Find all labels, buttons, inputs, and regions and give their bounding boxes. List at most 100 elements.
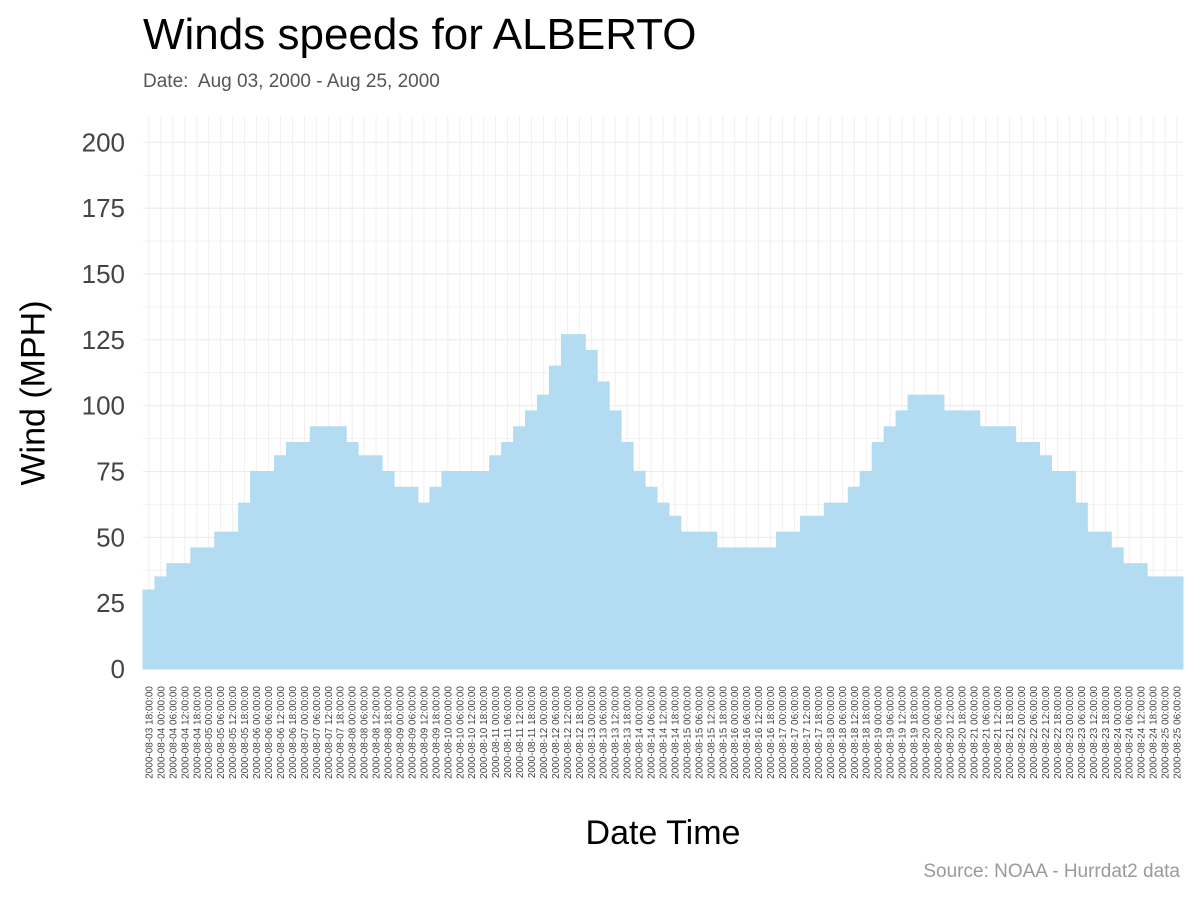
x-tick-label: 2000-08-23 06:00:00 [1077, 686, 1088, 779]
y-tick-label: 25 [96, 588, 125, 618]
x-tick-label: 2000-08-06 06:00:00 [264, 686, 275, 779]
x-tick-label: 2000-08-18 06:00:00 [838, 686, 849, 779]
x-tick-label: 2000-08-21 12:00:00 [993, 686, 1004, 779]
x-tick-label: 2000-08-16 18:00:00 [766, 686, 777, 779]
x-tick-label: 2000-08-11 18:00:00 [527, 686, 538, 779]
x-tick-label: 2000-08-23 18:00:00 [1101, 686, 1112, 779]
x-tick-label: 2000-08-17 18:00:00 [814, 686, 825, 779]
x-tick-label: 2000-08-08 00:00:00 [348, 686, 359, 779]
x-tick-label: 2000-08-04 12:00:00 [180, 686, 191, 779]
x-tick-label: 2000-08-22 18:00:00 [1053, 686, 1064, 779]
x-axis-label: Date Time [585, 814, 741, 852]
x-tick-label: 2000-08-13 00:00:00 [587, 686, 598, 779]
x-tick-label: 2000-08-03 18:00:00 [144, 686, 155, 779]
x-tick-label: 2000-08-20 00:00:00 [921, 686, 932, 779]
x-tick-label: 2000-08-24 18:00:00 [1149, 686, 1160, 779]
x-tick-label: 2000-08-15 12:00:00 [706, 686, 717, 779]
x-tick-label: 2000-08-08 06:00:00 [360, 686, 371, 779]
x-tick-label: 2000-08-04 00:00:00 [156, 686, 167, 779]
x-tick-label: 2000-08-17 00:00:00 [778, 686, 789, 779]
x-tick-label: 2000-08-21 06:00:00 [981, 686, 992, 779]
y-axis-label: Wind (MPH) [14, 300, 53, 486]
x-tick-label: 2000-08-14 12:00:00 [659, 686, 670, 779]
x-tick-label: 2000-08-10 06:00:00 [455, 686, 466, 779]
x-tick-label: 2000-08-21 18:00:00 [1005, 686, 1016, 779]
x-tick-label: 2000-08-17 12:00:00 [802, 686, 813, 779]
x-tick-label: 2000-08-14 06:00:00 [647, 686, 658, 779]
x-tick-label: 2000-08-10 00:00:00 [443, 686, 454, 779]
x-tick-label: 2000-08-18 00:00:00 [826, 686, 837, 779]
x-tick-label: 2000-08-19 18:00:00 [910, 686, 921, 779]
x-tick-label: 2000-08-15 18:00:00 [718, 686, 729, 779]
x-tick-label: 2000-08-22 06:00:00 [1029, 686, 1040, 779]
x-tick-label: 2000-08-22 12:00:00 [1041, 686, 1052, 779]
x-tick-label: 2000-08-05 06:00:00 [216, 686, 227, 779]
y-tick-label: 0 [111, 654, 125, 684]
x-tick-label: 2000-08-11 00:00:00 [491, 686, 502, 779]
x-tick-label: 2000-08-11 12:00:00 [515, 686, 526, 779]
x-tick-label: 2000-08-07 12:00:00 [324, 686, 335, 779]
x-tick-label: 2000-08-24 12:00:00 [1137, 686, 1148, 779]
wind-area-series [142, 334, 1184, 670]
x-tick-label: 2000-08-16 00:00:00 [730, 686, 741, 779]
x-tick-label: 2000-08-23 00:00:00 [1065, 686, 1076, 779]
x-tick-label: 2000-08-16 06:00:00 [742, 686, 753, 779]
source-caption: Source: NOAA - Hurrdat2 data [923, 861, 1180, 882]
x-tick-label: 2000-08-19 00:00:00 [874, 686, 885, 779]
x-tick-label: 2000-08-12 18:00:00 [575, 686, 586, 779]
x-tick-label: 2000-08-20 18:00:00 [957, 686, 968, 779]
y-tick-label: 175 [82, 193, 125, 223]
y-tick-label: 75 [96, 457, 125, 487]
x-tick-label: 2000-08-22 00:00:00 [1017, 686, 1028, 779]
x-tick-label: 2000-08-10 12:00:00 [467, 686, 478, 779]
x-axis-ticks: 2000-08-03 18:00:00 2000-08-04 00:00:00 20… [144, 686, 1183, 779]
x-tick-label: 2000-08-14 00:00:00 [635, 686, 646, 779]
x-tick-label: 2000-08-21 00:00:00 [969, 686, 980, 779]
x-tick-label: 2000-08-07 18:00:00 [336, 686, 347, 779]
y-tick-label: 200 [82, 127, 125, 157]
x-tick-label: 2000-08-04 18:00:00 [192, 686, 203, 779]
chart-title: Winds speeds for ALBERTO [143, 10, 697, 59]
x-tick-label: 2000-08-05 00:00:00 [204, 686, 215, 779]
x-tick-label: 2000-08-09 18:00:00 [431, 686, 442, 779]
x-tick-label: 2000-08-06 12:00:00 [276, 686, 287, 779]
x-tick-label: 2000-08-10 18:00:00 [479, 686, 490, 779]
x-tick-label: 2000-08-09 00:00:00 [396, 686, 407, 779]
x-tick-label: 2000-08-15 06:00:00 [694, 686, 705, 779]
x-tick-label: 2000-08-08 12:00:00 [372, 686, 383, 779]
chart-subtitle: Date: Aug 03, 2000 - Aug 25, 2000 [143, 71, 440, 92]
x-tick-label: 2000-08-06 18:00:00 [288, 686, 299, 779]
x-tick-label: 2000-08-13 06:00:00 [599, 686, 610, 779]
x-tick-label: 2000-08-23 12:00:00 [1089, 686, 1100, 779]
x-tick-label: 2000-08-09 06:00:00 [407, 686, 418, 779]
x-tick-label: 2000-08-19 12:00:00 [898, 686, 909, 779]
x-tick-label: 2000-08-24 06:00:00 [1125, 686, 1136, 779]
x-tick-label: 2000-08-25 00:00:00 [1161, 686, 1172, 779]
x-tick-label: 2000-08-05 12:00:00 [228, 686, 239, 779]
x-tick-label: 2000-08-12 00:00:00 [539, 686, 550, 779]
y-axis-ticks: 0 25 50 75 100 125 150 175 200 [82, 127, 125, 684]
x-tick-label: 2000-08-16 12:00:00 [754, 686, 765, 779]
x-tick-label: 2000-08-07 06:00:00 [312, 686, 323, 779]
x-tick-label: 2000-08-24 00:00:00 [1113, 686, 1124, 779]
x-tick-label: 2000-08-13 18:00:00 [623, 686, 634, 779]
x-tick-label: 2000-08-19 06:00:00 [886, 686, 897, 779]
x-tick-label: 2000-08-17 06:00:00 [790, 686, 801, 779]
x-tick-label: 2000-08-25 06:00:00 [1173, 686, 1184, 779]
x-tick-label: 2000-08-11 06:00:00 [503, 686, 514, 779]
x-tick-label: 2000-08-04 06:00:00 [168, 686, 179, 779]
y-tick-label: 50 [96, 522, 125, 552]
x-tick-label: 2000-08-20 12:00:00 [945, 686, 956, 779]
x-tick-label: 2000-08-18 18:00:00 [862, 686, 873, 779]
x-tick-label: 2000-08-20 06:00:00 [933, 686, 944, 779]
y-tick-label: 125 [82, 325, 125, 355]
x-tick-label: 2000-08-08 18:00:00 [384, 686, 395, 779]
x-tick-label: 2000-08-13 12:00:00 [611, 686, 622, 779]
x-tick-label: 2000-08-18 12:00:00 [850, 686, 861, 779]
x-tick-label: 2000-08-12 12:00:00 [563, 686, 574, 779]
x-tick-label: 2000-08-07 00:00:00 [300, 686, 311, 779]
x-tick-label: 2000-08-15 00:00:00 [682, 686, 693, 779]
x-tick-label: 2000-08-12 06:00:00 [551, 686, 562, 779]
x-tick-label: 2000-08-09 12:00:00 [419, 686, 430, 779]
